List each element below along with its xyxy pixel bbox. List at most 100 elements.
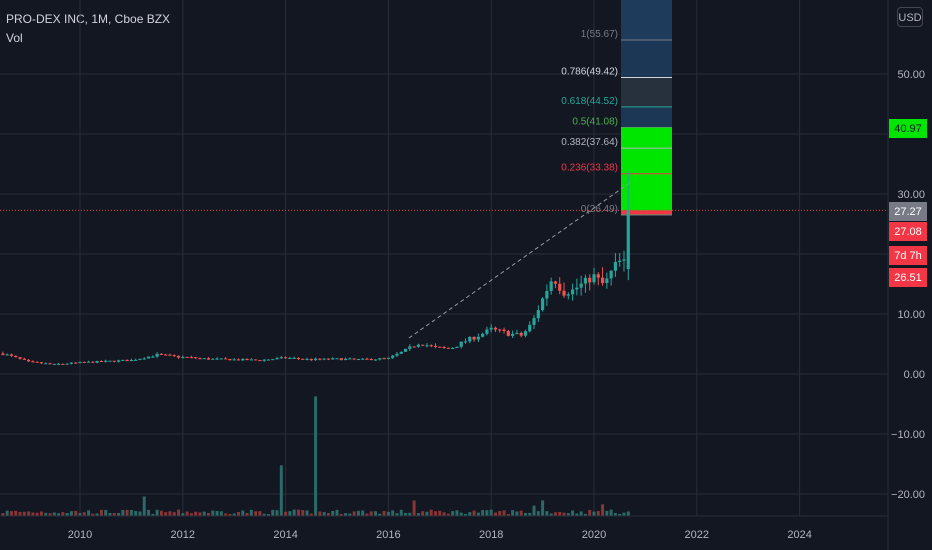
candle-body — [91, 361, 95, 363]
candle-body — [408, 346, 412, 349]
volume-bar — [378, 513, 382, 516]
volume-bar — [326, 512, 330, 516]
volume-bar — [155, 509, 159, 516]
candle-body — [9, 354, 14, 356]
candle-body — [249, 359, 253, 361]
volume-bar — [57, 513, 61, 516]
candle-body — [558, 283, 562, 291]
volume-bar — [558, 511, 562, 516]
volume-bar — [74, 510, 78, 516]
candle-body — [18, 357, 22, 359]
candle-body — [52, 363, 56, 365]
volume-bar — [571, 510, 575, 516]
candle-body — [296, 357, 301, 359]
price-badge — [889, 268, 927, 287]
volume-bar — [442, 512, 446, 516]
volume-bar — [339, 513, 343, 516]
candle-body — [343, 358, 348, 361]
trend-line[interactable] — [0, 181, 888, 339]
volume-bar — [451, 511, 455, 516]
candle-body — [515, 332, 519, 334]
volume-bar — [112, 512, 116, 516]
candle-body — [95, 361, 99, 363]
candle-body — [399, 351, 403, 354]
candle-body — [618, 260, 622, 262]
price-badge-label: 7d 7h — [894, 250, 922, 262]
candle-body — [112, 360, 116, 362]
candle-body — [451, 348, 455, 350]
candle-body — [468, 336, 472, 342]
volume-bar — [459, 512, 463, 516]
volume-bar — [48, 513, 52, 516]
fibonacci-retracement[interactable]: 1(55.67) 0.786(49.42) 0.618(44.52) 0.5(41.0… — [561, 0, 672, 216]
volume-bar — [52, 512, 56, 516]
candle-body — [1, 353, 5, 355]
volume-bar — [553, 512, 557, 516]
candle-body — [579, 283, 583, 288]
volume-bar — [172, 512, 176, 516]
candle-body — [322, 358, 326, 360]
candle-body — [99, 361, 104, 363]
volume-bar — [489, 509, 493, 516]
fib-level-label: 1(55.67) — [581, 29, 618, 40]
volume-bar — [296, 509, 300, 516]
time-tick-label: 2012 — [171, 529, 195, 541]
candle-body — [549, 281, 553, 292]
volume-bar — [215, 510, 219, 516]
volume-bar — [224, 513, 228, 516]
volume-bar — [142, 496, 146, 516]
volume-bar — [202, 511, 206, 516]
volume-bar — [549, 513, 553, 516]
price-tick-label: 10.00 — [897, 309, 925, 321]
candle-body — [326, 358, 331, 360]
volume-bar — [117, 512, 121, 516]
candle-body — [446, 347, 450, 349]
candle-body — [155, 353, 159, 357]
volume-bar — [446, 513, 450, 516]
candle-body — [86, 361, 91, 363]
volume-bar — [592, 511, 596, 516]
candle-body — [44, 363, 48, 365]
candle-body — [613, 261, 618, 271]
candle-body — [198, 358, 202, 360]
candle-body — [108, 360, 112, 362]
volume-bar — [429, 509, 433, 516]
candle-body — [395, 353, 399, 356]
time-tick-label: 2018 — [479, 529, 503, 541]
candle-body — [626, 210, 630, 269]
volume-bar — [541, 500, 545, 516]
candle-body — [463, 341, 468, 343]
candle-body — [553, 281, 558, 284]
volume-bar — [425, 511, 429, 516]
candle-body — [403, 348, 408, 352]
volume-bar — [104, 509, 108, 516]
time-tick-label: 2020 — [582, 529, 606, 541]
volume-bar — [18, 511, 22, 516]
candle-body — [455, 346, 459, 349]
volume-bar — [22, 511, 26, 516]
time-tick-label: 2010 — [68, 529, 92, 541]
candle-body — [382, 358, 386, 360]
candle-body — [104, 360, 108, 362]
volume-bar — [506, 513, 510, 516]
candle-body — [489, 327, 493, 330]
candle-body — [69, 362, 74, 364]
volume-bar — [331, 510, 335, 516]
candle-body — [266, 359, 271, 361]
currency-button[interactable]: USD — [897, 7, 923, 27]
symbol-title: PRO-DEX INC, 1M, Cboe BZX — [6, 12, 171, 26]
candle-body — [14, 355, 18, 358]
volume-bar — [545, 511, 549, 516]
volume-bar — [523, 512, 527, 516]
candle-body — [172, 355, 176, 357]
volume-bar — [292, 509, 296, 516]
volume-bar — [421, 511, 425, 516]
volume-bar — [236, 511, 240, 516]
candle-body — [35, 361, 39, 363]
volume-bar — [412, 500, 416, 516]
volume-bar — [232, 513, 236, 516]
candle-body — [459, 341, 463, 347]
volume-bar — [125, 509, 129, 516]
fib-level-label: 0(26.49) — [581, 204, 618, 215]
